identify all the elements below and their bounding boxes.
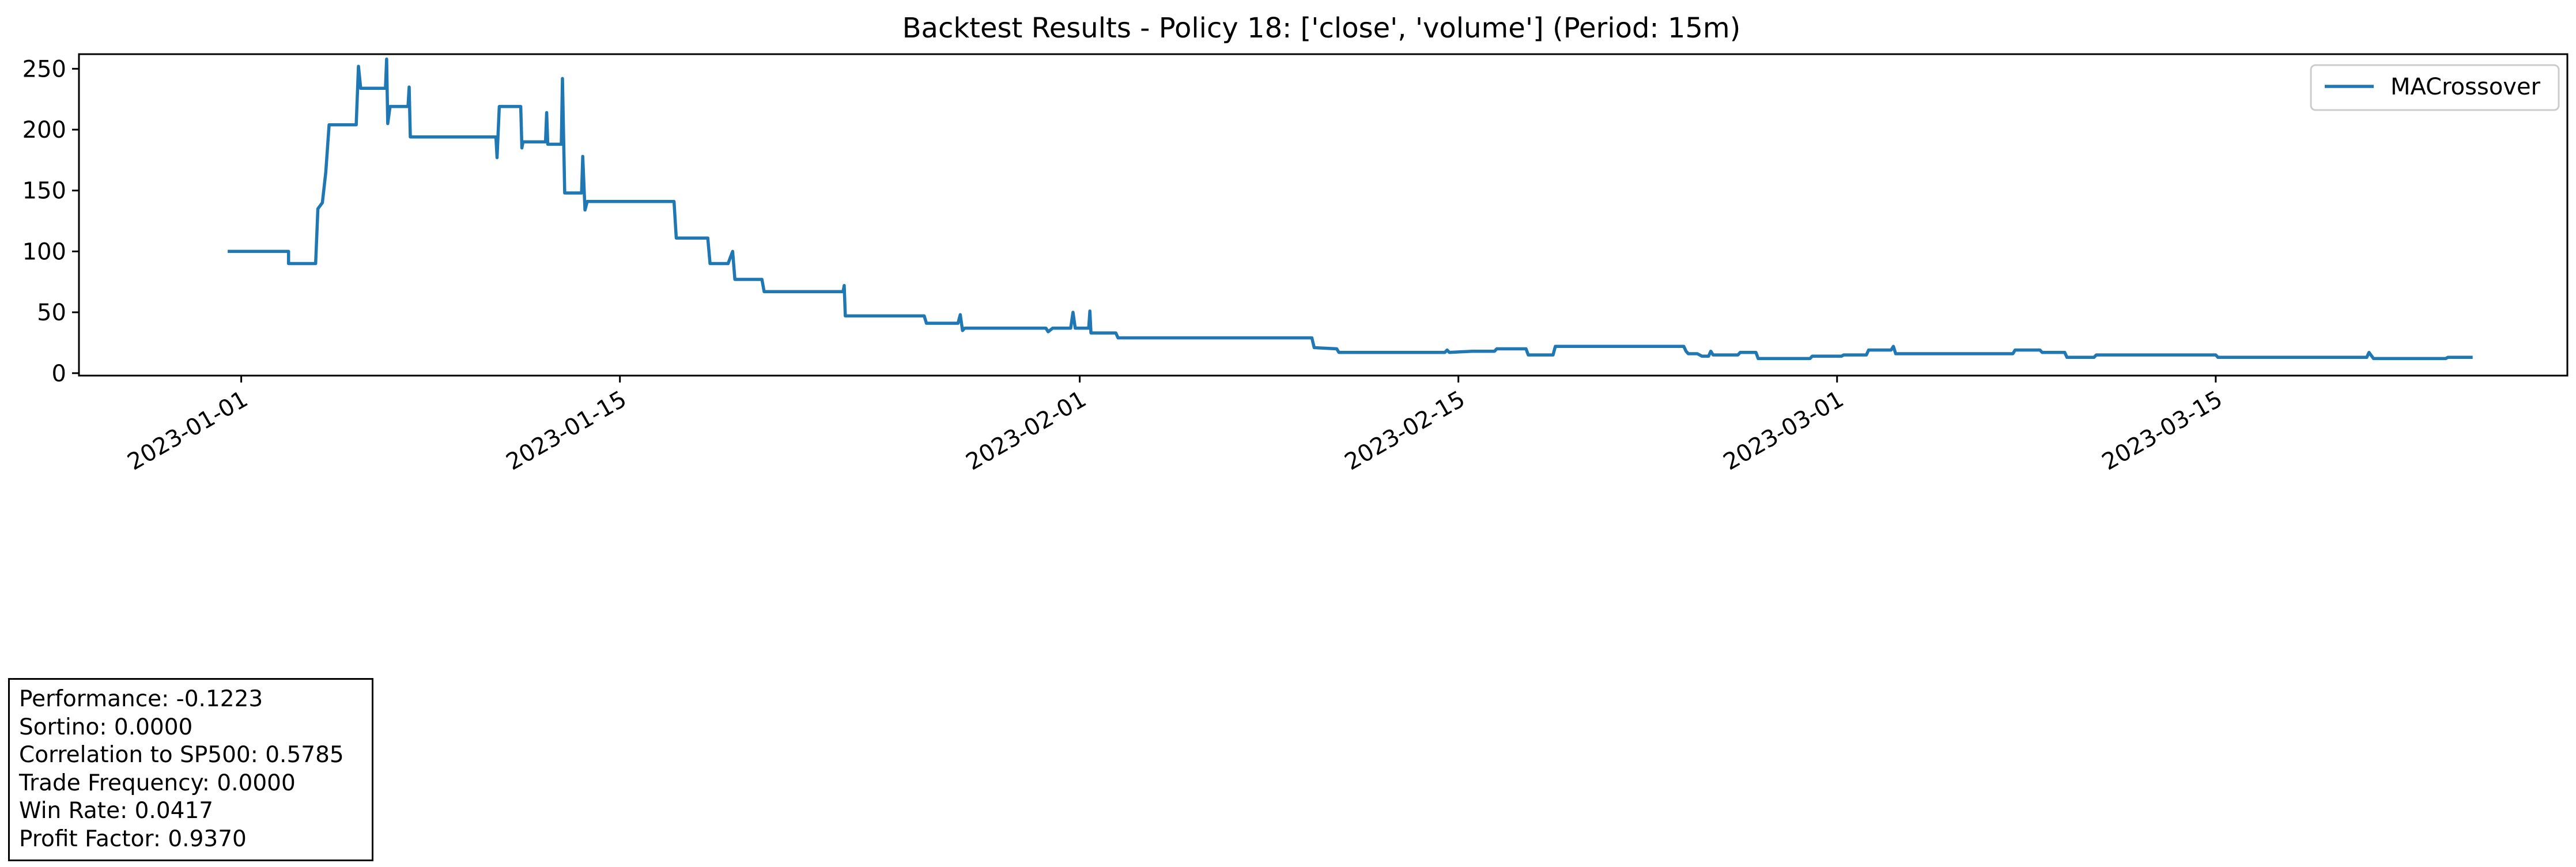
plot-area-frame xyxy=(78,53,2569,377)
performance-stats-box: Performance: -0.1223 Sortino: 0.0000 Cor… xyxy=(8,678,373,861)
y-tick-label: 0 xyxy=(52,361,66,387)
series-line-macrossover xyxy=(228,57,2473,361)
x-tick-label: 2023-01-01 xyxy=(123,386,252,476)
axis-ticks: 0 50 100 150 200 250 2023-01-01 2023-01-15 2023-… xyxy=(22,56,2227,475)
y-tick-label: 200 xyxy=(22,117,66,143)
y-tick-label: 150 xyxy=(22,178,66,205)
legend-box xyxy=(2310,64,2560,111)
y-tick-label: 50 xyxy=(37,300,66,326)
stat-profit-factor: Profit Factor: 0.9370 xyxy=(19,826,247,852)
stat-correlation-sp500: Correlation to SP500: 0.5785 xyxy=(19,742,344,768)
y-tick-label: 100 xyxy=(22,238,66,265)
legend: MACrossover xyxy=(2310,64,2560,111)
stat-performance: Performance: -0.1223 xyxy=(19,686,263,712)
stat-win-rate: Win Rate: 0.0417 xyxy=(19,798,214,824)
chart-title: Backtest Results - Policy 18: ['close', … xyxy=(902,12,1741,44)
series-layer xyxy=(228,57,2473,361)
x-tick-label: 2023-03-01 xyxy=(1719,386,1848,476)
x-tick-label: 2023-02-15 xyxy=(1340,386,1470,476)
legend-label-macrossover: MACrossover xyxy=(2390,74,2541,100)
y-tick-label: 250 xyxy=(22,56,66,82)
stat-sortino: Sortino: 0.0000 xyxy=(19,714,193,740)
x-tick-label: 2023-03-15 xyxy=(2098,386,2227,476)
x-tick-label: 2023-02-01 xyxy=(962,386,1091,476)
x-tick-label: 2023-01-15 xyxy=(502,386,631,476)
stat-trade-frequency: Trade Frequency: 0.0000 xyxy=(19,770,296,796)
